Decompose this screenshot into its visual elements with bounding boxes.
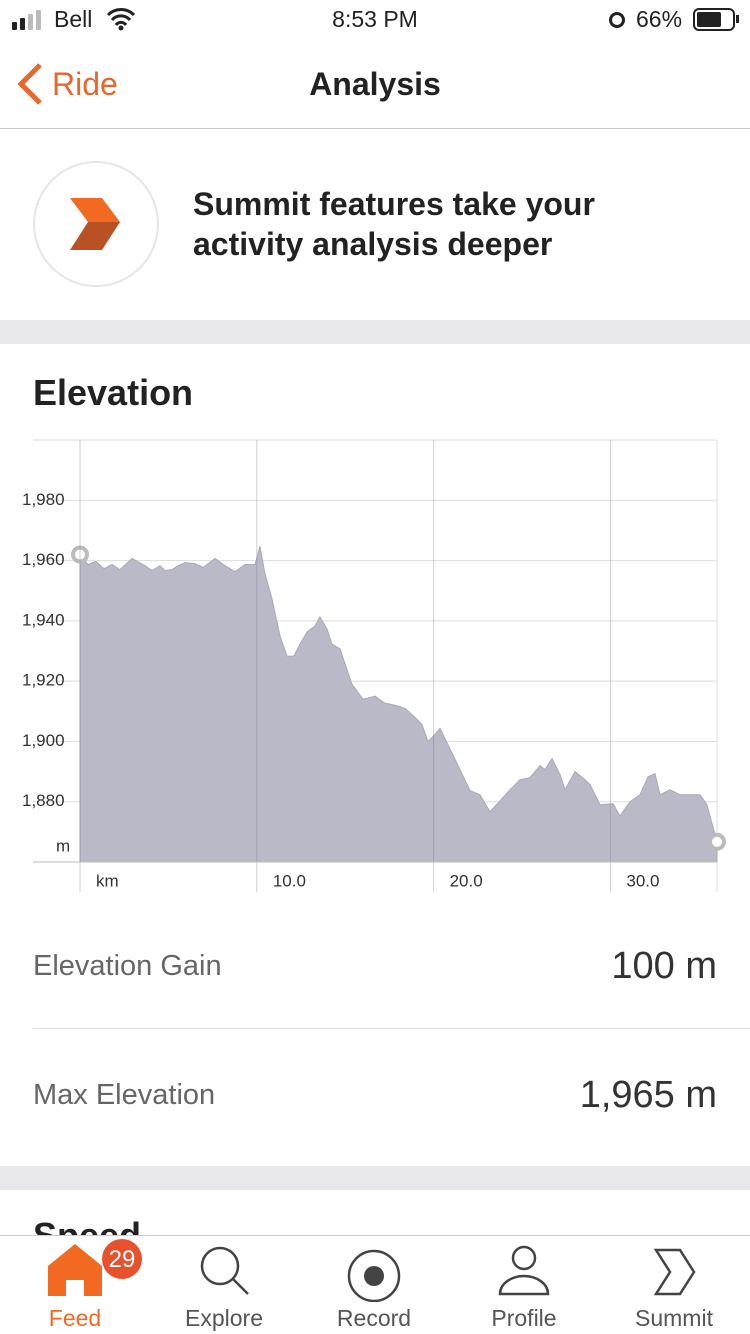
stat-label: Elevation Gain (33, 950, 222, 982)
status-icons (12, 8, 739, 31)
stat-value: 100 m (611, 945, 717, 987)
tab[interactable]: Profile (491, 1305, 557, 1331)
nav-title: Analysis (309, 66, 441, 102)
row-divider (33, 1028, 750, 1029)
x-tick-label: 20.0 (450, 871, 483, 890)
tab-icons (48, 1239, 696, 1302)
x-tick-label: 30.0 (626, 871, 659, 890)
badge: 29 (108, 1246, 136, 1273)
tab[interactable]: Summit (635, 1305, 713, 1331)
y-unit: m (56, 836, 70, 855)
y-tick-label: 1,900 (22, 731, 65, 750)
y-tick-label: 1,880 (22, 791, 65, 810)
tab[interactable]: Explore (185, 1305, 263, 1331)
y-tick-label: 1,980 (22, 490, 65, 509)
back-icon[interactable] (14, 62, 44, 106)
elevation-area (79, 546, 718, 863)
stat-value: 1,965 m (579, 1074, 717, 1116)
x-tick-label: km (96, 871, 119, 890)
carrier: Bell (54, 6, 93, 32)
back-button[interactable]: Ride (52, 66, 118, 102)
endpoint-marker (71, 545, 90, 564)
section-separator (0, 320, 750, 344)
y-tick-label: 1,960 (22, 550, 65, 569)
tab[interactable]: Record (336, 1305, 412, 1331)
section-title: Elevation (33, 372, 194, 413)
endpoint-marker (708, 832, 726, 851)
banner-text[interactable]: Summit features take your (193, 186, 595, 222)
battery-level: 66% (636, 6, 683, 32)
y-tick-label: 1,940 (22, 610, 65, 629)
section-separator (0, 1166, 750, 1190)
summit-logo[interactable] (32, 160, 162, 290)
x-tick-label: 10.0 (273, 871, 306, 890)
tab[interactable]: Feed (48, 1305, 102, 1331)
y-tick-label: 1,920 (22, 671, 65, 690)
nav-divider (0, 128, 750, 129)
stat-label: Max Elevation (33, 1079, 216, 1111)
clock: 8:53 PM (332, 6, 418, 32)
elevation-chart: 1,880 1,900 1,920 1,940 1,960 1,980 m km 10.0 20.… (22, 439, 726, 892)
banner-text[interactable]: activity analysis deeper (193, 226, 553, 262)
